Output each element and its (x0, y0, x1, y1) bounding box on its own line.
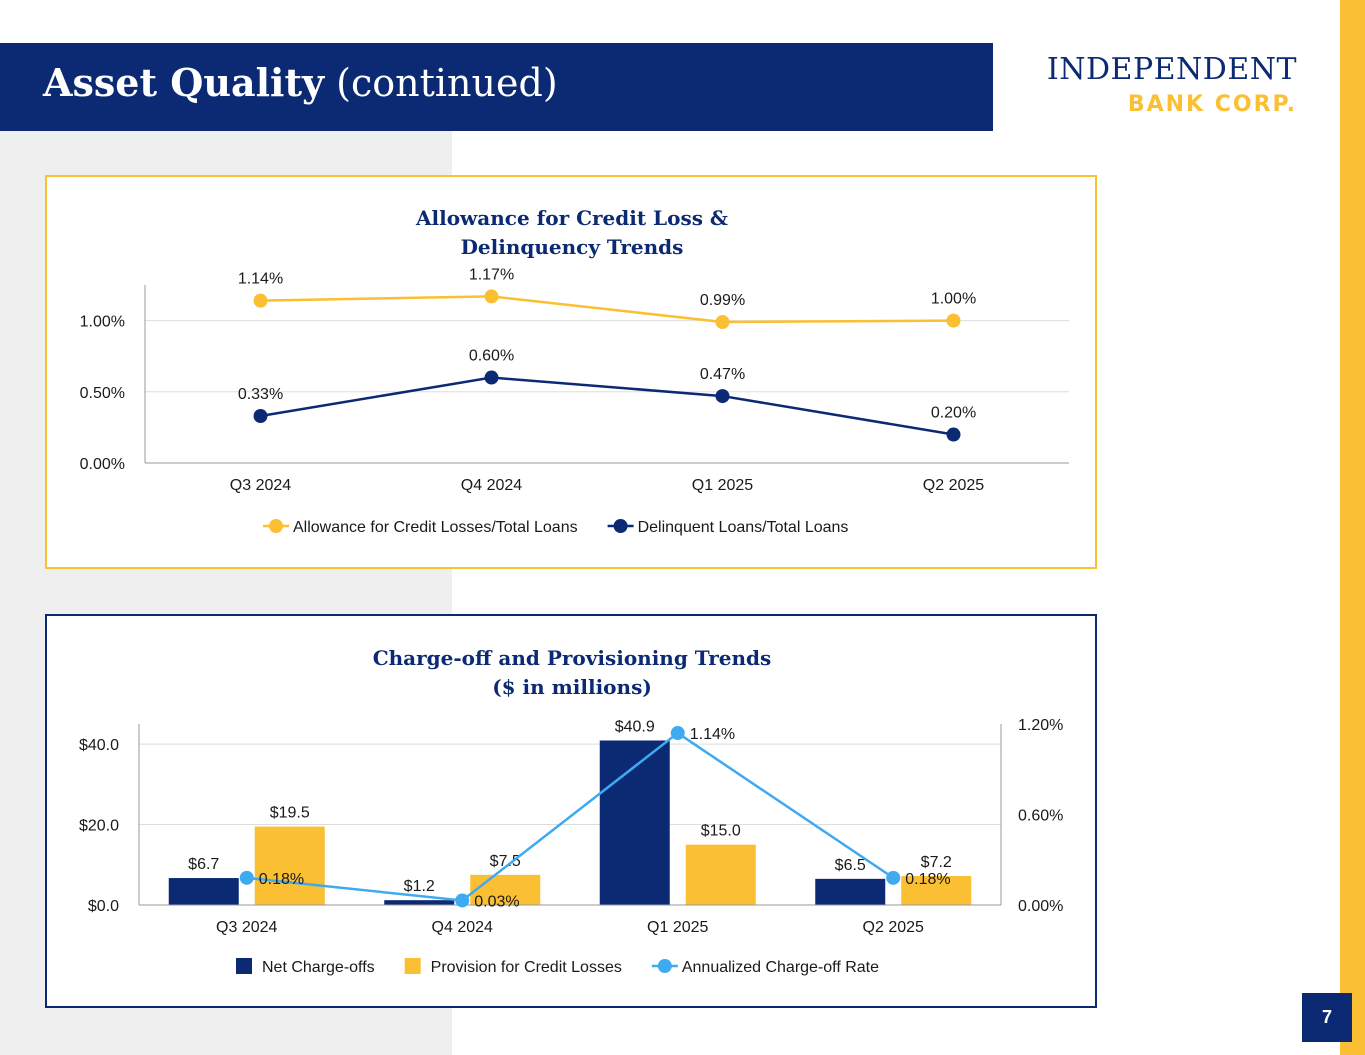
chargeoff-provisioning-chart: Charge-off and Provisioning Trends ($ in … (79, 646, 1063, 976)
chart-title-line-2: Delinquency Trends (461, 235, 684, 259)
right-accent-bar (1340, 0, 1365, 1055)
page-title: Asset Quality (continued) (43, 60, 558, 105)
title-band: Asset Quality (continued) (0, 43, 993, 131)
data-label-delinquent-loans-total-loans: 0.60% (469, 348, 514, 365)
y-tick-label: $0.0 (88, 898, 119, 915)
data-label-allowance-for-credit-losses-total-loans: 1.14% (238, 271, 283, 288)
page-title-rest: (continued) (324, 61, 558, 105)
data-label-net-charge-offs: $1.2 (404, 878, 435, 895)
bar-provision-for-credit-losses (254, 826, 325, 905)
legend-label-annualized-charge-off-rate: Annualized Charge-off Rate (682, 959, 879, 976)
x-tick-label: Q4 2024 (432, 919, 493, 936)
data-point-delinquent-loans-total-loans (715, 389, 730, 404)
legend-swatch-provision-for-credit-losses (404, 958, 421, 974)
y-tick-label: 0.00% (80, 456, 125, 473)
page-number: 7 (1302, 993, 1352, 1042)
legend-marker-delinquent-loans-total-loans (613, 519, 628, 533)
data-point-allowance-for-credit-losses-total-loans (715, 315, 730, 330)
x-tick-label: Q2 2025 (923, 477, 984, 494)
legend-label-delinquent-loans-total-loans: Delinquent Loans/Total Loans (638, 519, 849, 536)
x-tick-label: Q1 2025 (647, 919, 708, 936)
data-label-annualized-charge-off-rate: 1.14% (690, 726, 735, 743)
data-label-provision-for-credit-losses: $7.5 (490, 853, 521, 870)
page-title-bold: Asset Quality (43, 60, 325, 105)
logo-line-1: INDEPENDENT (1046, 52, 1297, 87)
x-tick-label: Q1 2025 (692, 477, 753, 494)
data-point-allowance-for-credit-losses-total-loans (484, 289, 499, 304)
x-tick-label: Q3 2024 (230, 477, 291, 494)
data-label-allowance-for-credit-losses-total-loans: 1.17% (469, 266, 514, 283)
y-tick-label: 1.00% (80, 314, 125, 331)
y-tick-label: $40.0 (79, 737, 119, 754)
data-point-annualized-charge-off-rate (886, 870, 901, 885)
legend-swatch-net-charge-offs (236, 958, 252, 974)
allowance-delinquency-chart: Allowance for Credit Loss & Delinquency T… (80, 206, 1069, 536)
legend-label-provision-for-credit-losses: Provision for Credit Losses (431, 959, 622, 976)
x-tick-label: Q4 2024 (461, 477, 522, 494)
data-label-annualized-charge-off-rate: 0.18% (905, 871, 950, 888)
data-label-provision-for-credit-losses: $15.0 (701, 823, 741, 840)
y-tick-label: $20.0 (79, 818, 119, 835)
chart-title-line-1: Allowance for Credit Loss & (415, 206, 728, 230)
series-line-annualized-charge-off-rate (246, 731, 894, 902)
data-point-annualized-charge-off-rate (455, 893, 470, 908)
bar-provision-for-credit-losses (685, 844, 756, 905)
bar-net-charge-offs (815, 878, 886, 905)
series-line-delinquent-loans-total-loans (260, 376, 954, 436)
data-point-annualized-charge-off-rate (670, 726, 685, 741)
bar-net-charge-offs (384, 900, 455, 905)
chargeoff-provisioning-chart-panel: Charge-off and Provisioning Trends ($ in … (45, 614, 1097, 1008)
data-point-delinquent-loans-total-loans (253, 409, 268, 424)
company-logo: INDEPENDENT BANK CORP. (1000, 52, 1300, 122)
x-tick-label: Q2 2025 (863, 919, 924, 936)
data-point-delinquent-loans-total-loans (946, 427, 961, 442)
bar-net-charge-offs (168, 878, 239, 905)
legend-label-allowance-for-credit-losses-total-loans: Allowance for Credit Losses/Total Loans (293, 519, 578, 536)
bar-provision-for-credit-losses (901, 876, 972, 905)
series-line-allowance-for-credit-losses-total-loans (260, 295, 954, 324)
legend-marker-annualized-charge-off-rate (657, 959, 672, 973)
data-label-annualized-charge-off-rate: 0.18% (259, 871, 304, 888)
y2-tick-label: 1.20% (1018, 717, 1063, 734)
legend-label-net-charge-offs: Net Charge-offs (262, 959, 375, 976)
legend-marker-allowance-for-credit-losses-total-loans (269, 519, 283, 533)
logo-line-2: BANK CORP. (1127, 92, 1297, 117)
data-label-net-charge-offs: $40.9 (615, 718, 655, 735)
data-label-provision-for-credit-losses: $19.5 (270, 805, 310, 822)
data-label-allowance-for-credit-losses-total-loans: 0.99% (700, 292, 745, 309)
data-label-net-charge-offs: $6.7 (188, 856, 219, 873)
data-label-delinquent-loans-total-loans: 0.33% (238, 386, 283, 403)
data-label-allowance-for-credit-losses-total-loans: 1.00% (931, 291, 976, 308)
data-point-allowance-for-credit-losses-total-loans (946, 313, 961, 328)
bar-provision-for-credit-losses (470, 874, 541, 905)
chart-title-line-1: Charge-off and Provisioning Trends (373, 646, 772, 670)
y-tick-label: 0.50% (80, 385, 125, 402)
allowance-delinquency-chart-panel: Allowance for Credit Loss & Delinquency T… (45, 175, 1097, 569)
data-label-delinquent-loans-total-loans: 0.20% (931, 405, 976, 422)
data-label-provision-for-credit-losses: $7.2 (921, 854, 952, 871)
data-label-net-charge-offs: $6.5 (835, 857, 866, 874)
chart-title-line-2: ($ in millions) (492, 675, 652, 699)
x-tick-label: Q3 2024 (216, 919, 277, 936)
data-point-allowance-for-credit-losses-total-loans (253, 293, 268, 308)
data-point-annualized-charge-off-rate (239, 870, 254, 885)
y2-tick-label: 0.60% (1018, 808, 1063, 825)
y2-tick-label: 0.00% (1018, 898, 1063, 915)
data-label-annualized-charge-off-rate: 0.03% (474, 893, 519, 910)
data-label-delinquent-loans-total-loans: 0.47% (700, 366, 745, 383)
data-point-delinquent-loans-total-loans (484, 370, 499, 385)
